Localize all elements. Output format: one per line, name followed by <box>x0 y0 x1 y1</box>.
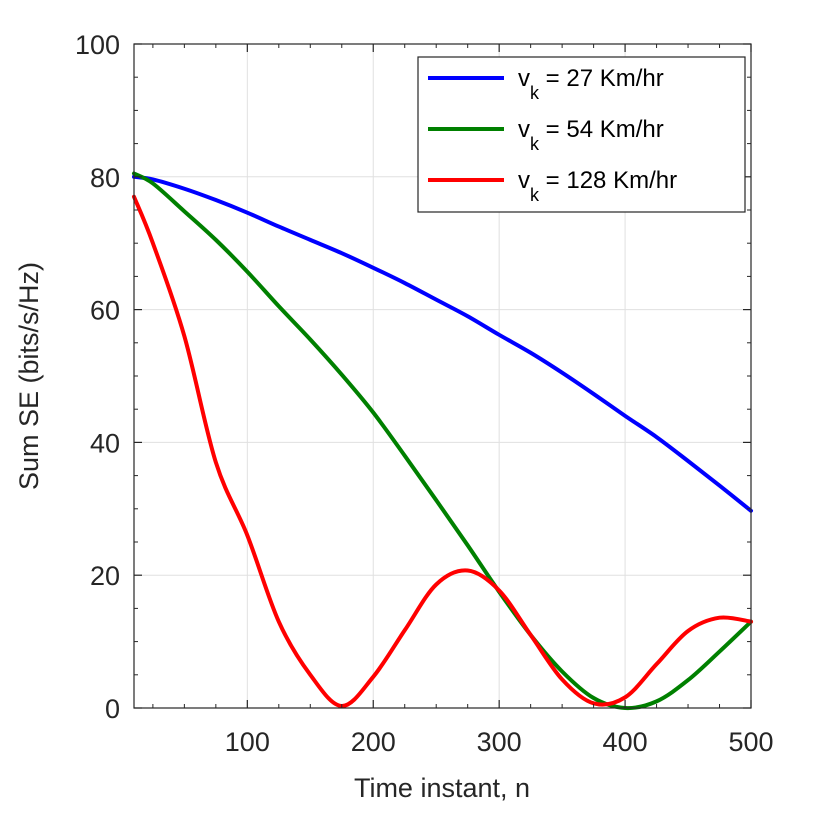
x-tick-label: 100 <box>225 727 270 757</box>
series-line-1 <box>132 174 753 513</box>
y-tick-label: 20 <box>90 561 120 591</box>
legend-label-1: vk = 27 Km/hr <box>518 65 664 103</box>
x-axis-label: Time instant, n <box>354 773 530 803</box>
legend: vk = 27 Km/hr vk = 54 Km/hr vk = 128 Km/hr <box>417 56 746 213</box>
axis-ticks: 100 200 300 400 500 0 20 40 60 80 100 <box>75 30 774 757</box>
x-tick-label: 400 <box>603 727 648 757</box>
x-tick-label: 500 <box>728 727 773 757</box>
y-tick-label: 40 <box>90 428 120 458</box>
x-tick-label: 200 <box>351 727 396 757</box>
y-tick-label: 0 <box>105 694 120 724</box>
data-series <box>132 171 753 711</box>
series-line-2 <box>132 171 753 711</box>
legend-label-2: vk = 54 Km/hr <box>518 116 664 154</box>
series-line-3 <box>132 194 753 709</box>
y-tick-label: 100 <box>75 30 120 60</box>
x-tick-label: 300 <box>477 727 522 757</box>
y-tick-label: 80 <box>90 163 120 193</box>
legend-box <box>417 56 746 213</box>
y-axis-label: Sum SE (bits/s/Hz) <box>14 262 44 490</box>
y-tick-label: 60 <box>90 296 120 326</box>
legend-label-3: vk = 128 Km/hr <box>518 167 677 205</box>
